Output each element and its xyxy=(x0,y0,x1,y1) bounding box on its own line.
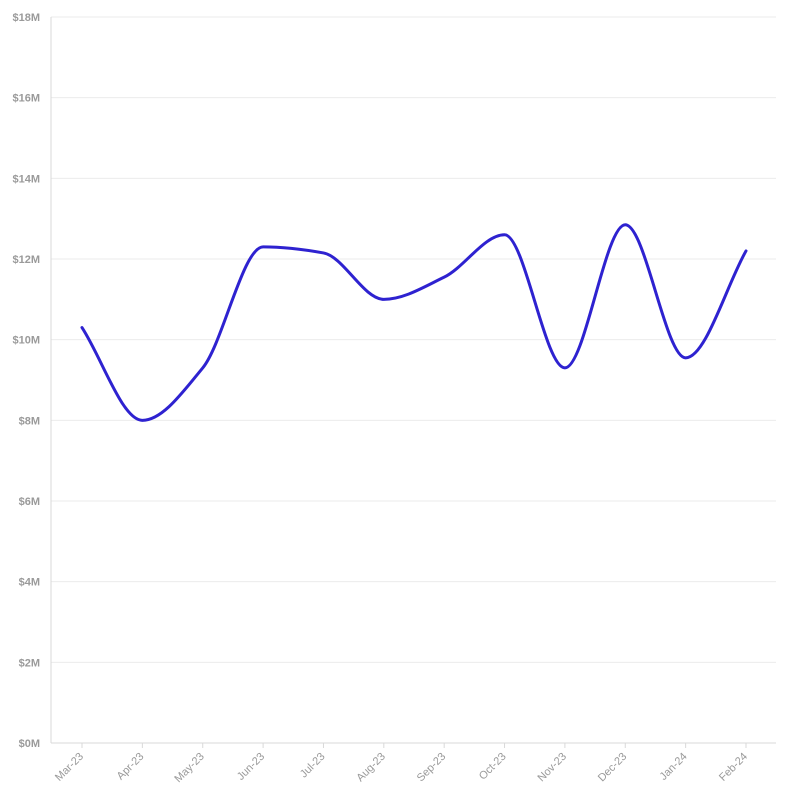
x-tick-label: Jul-23 xyxy=(298,751,328,781)
grid-lines xyxy=(51,16,776,663)
x-tick-label: Jun-23 xyxy=(235,751,267,783)
x-tick-label: Dec-23 xyxy=(596,751,630,785)
x-axis-tick-labels: Mar-23 Apr-23 May-23 Jun-23 Jul-23 Aug-23 Sep-… xyxy=(53,751,750,785)
y-tick-label: $6M xyxy=(19,496,40,508)
y-axis-tick-labels: $0M $2M $4M $6M $8M $10M $12M $14M $16M $18M xyxy=(12,12,40,750)
series-line xyxy=(80,223,748,422)
y-tick-label: $12M xyxy=(12,254,40,266)
y-tick-label: $8M xyxy=(19,415,40,427)
y-tick-label: $16M xyxy=(12,93,40,105)
x-tick-label: Jan-24 xyxy=(657,751,689,783)
x-tick-label: Feb-24 xyxy=(717,751,750,784)
y-tick-label: $10M xyxy=(12,335,40,347)
y-tick-label: $18M xyxy=(12,12,40,24)
y-tick-label: $0M xyxy=(19,738,40,750)
x-tick-label: Mar-23 xyxy=(53,751,86,784)
x-tick-label: Aug-23 xyxy=(354,751,388,785)
y-tick-label: $4M xyxy=(19,577,40,589)
y-tick-label: $2M xyxy=(19,657,40,669)
x-tick-label: Sep-23 xyxy=(415,751,449,785)
y-tick-label: $14M xyxy=(12,173,40,185)
series-layer xyxy=(80,223,748,422)
axes xyxy=(50,17,776,748)
x-tick-label: Apr-23 xyxy=(115,751,147,783)
x-tick-label: May-23 xyxy=(172,751,206,785)
x-tick-label: Oct-23 xyxy=(477,751,509,783)
x-tick-label: Nov-23 xyxy=(535,751,569,785)
